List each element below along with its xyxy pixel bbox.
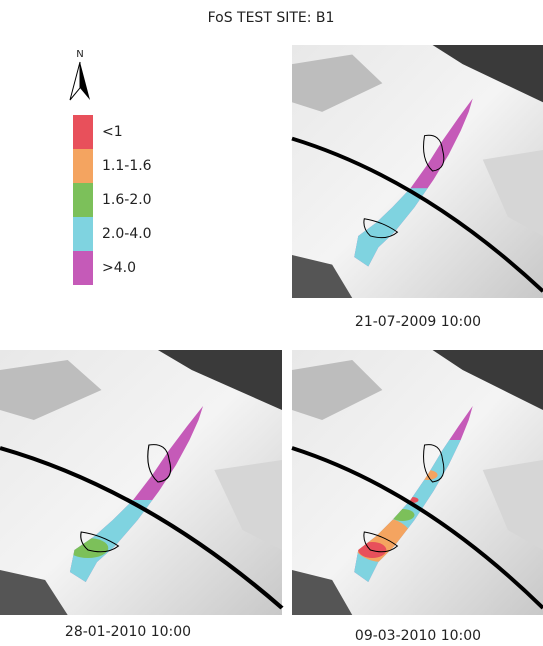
legend-swatch	[73, 115, 93, 149]
legend-label: 1.6-2.0	[102, 192, 152, 208]
panel-caption: 09-03-2010 10:00	[355, 628, 481, 644]
legend-label: 1.1-1.6	[102, 158, 152, 174]
title: FoS TEST SITE: B1	[208, 10, 335, 26]
legend-label: <1	[102, 124, 123, 140]
panel-caption: 28-01-2010 10:00	[65, 624, 191, 640]
map-panel	[0, 350, 282, 620]
panel-caption: 21-07-2009 10:00	[355, 314, 481, 330]
legend-swatch	[73, 149, 93, 183]
north-arrow: N	[70, 49, 90, 100]
legend-swatch	[73, 217, 93, 251]
legend: <1 1.1-1.6 1.6-2.0 2.0-4.0 >4.0	[73, 115, 152, 285]
legend-swatch	[73, 183, 93, 217]
map-panel	[292, 45, 543, 303]
map-panel	[292, 350, 543, 620]
legend-swatch	[73, 251, 93, 285]
legend-label: >4.0	[102, 260, 136, 276]
figure: FoS TEST SITE: B1 N <1 1.1-1.6 1.6-2.0 2.0-…	[0, 0, 543, 646]
north-label: N	[76, 49, 83, 60]
legend-label: 2.0-4.0	[102, 226, 152, 242]
